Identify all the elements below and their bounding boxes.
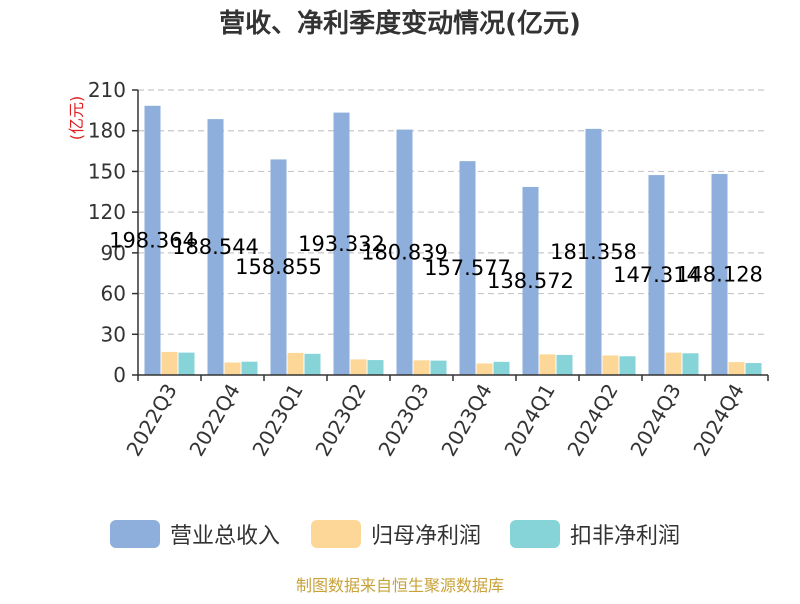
bar-1 (333, 112, 350, 376)
bar-3 (178, 352, 195, 375)
y-tick-label: 210 (88, 78, 126, 102)
y-tick-label: 90 (101, 241, 126, 265)
bar-3 (493, 361, 510, 375)
bar-1 (396, 129, 413, 375)
x-tick-label: 2022Q4 (184, 380, 244, 461)
bar-3 (241, 361, 258, 375)
data-label: 193.332 (298, 232, 385, 256)
x-axis: 2022Q3 2022Q4 2023Q1 2023Q2 2023Q3 2023Q4 2024… (121, 374, 769, 461)
x-tick-label: 2022Q3 (121, 380, 181, 461)
data-label: 148.128 (676, 262, 763, 286)
bar-2 (350, 359, 367, 375)
grid-lines (138, 89, 768, 335)
bar-3 (367, 360, 384, 375)
bar-1 (144, 105, 161, 375)
data-label: 181.358 (550, 240, 637, 264)
bar-2 (602, 355, 619, 375)
bar-3 (304, 353, 321, 375)
bar-1 (459, 161, 476, 375)
y-axis-label: (亿元) (67, 96, 86, 141)
bar-2 (287, 352, 304, 375)
bar-2 (728, 362, 745, 375)
legend: 营业总收入 归母净利润 扣非净利润 (110, 520, 680, 549)
bars (144, 105, 762, 376)
data-label: 147.314 (613, 263, 700, 287)
bar-1 (711, 173, 728, 375)
x-tick-label: 2023Q1 (247, 380, 307, 461)
bar-1 (207, 119, 224, 375)
bar-2 (413, 360, 430, 375)
data-label: 180.839 (361, 240, 448, 264)
x-tick-label: 2023Q4 (436, 380, 496, 461)
bar-2 (539, 354, 556, 375)
x-tick-label: 2024Q4 (688, 380, 748, 461)
y-tick-label: 180 (88, 119, 126, 143)
bar-2 (476, 363, 493, 375)
source-note: 制图数据来自恒生聚源数据库 (296, 576, 504, 595)
bar-3 (430, 360, 447, 375)
legend-swatch (510, 520, 560, 548)
bar-3 (556, 354, 573, 375)
legend-label: 归母净利润 (371, 524, 481, 549)
data-label: 198.364 (109, 228, 196, 252)
legend-label: 扣非净利润 (570, 524, 680, 549)
data-label: 157.577 (424, 256, 511, 280)
x-tick-label: 2024Q2 (562, 380, 622, 461)
bar-2 (161, 351, 178, 375)
bar-3 (619, 356, 636, 375)
chart-title: 营收、净利季度变动情况(亿元) (219, 8, 581, 39)
y-tick-label: 30 (101, 322, 126, 346)
bar-3 (682, 353, 699, 375)
legend-swatch (110, 520, 160, 548)
bar-1 (648, 175, 665, 375)
bar-3 (745, 363, 762, 375)
bar-2 (665, 352, 682, 375)
data-label: 188.544 (172, 235, 259, 259)
bar-1 (522, 186, 539, 375)
bar-1 (585, 128, 602, 375)
bar-1 (270, 159, 287, 375)
data-label: 158.855 (235, 255, 322, 279)
y-tick-label: 0 (113, 363, 126, 387)
x-tick-label: 2024Q1 (499, 380, 559, 461)
x-tick-label: 2024Q3 (625, 380, 685, 461)
y-axis: 0 30 60 90 120 150 180 210 (88, 78, 139, 387)
bar-2 (224, 362, 241, 375)
y-tick-label: 60 (101, 282, 126, 306)
y-tick-label: 150 (88, 159, 126, 183)
x-tick-label: 2023Q2 (310, 380, 370, 461)
data-label: 138.572 (487, 269, 574, 293)
data-labels: 198.364188.544158.855193.332180.839157.5… (109, 228, 763, 293)
x-tick-label: 2023Q3 (373, 380, 433, 461)
legend-swatch (311, 520, 361, 548)
y-tick-label: 120 (88, 200, 126, 224)
legend-label: 营业总收入 (170, 524, 280, 549)
